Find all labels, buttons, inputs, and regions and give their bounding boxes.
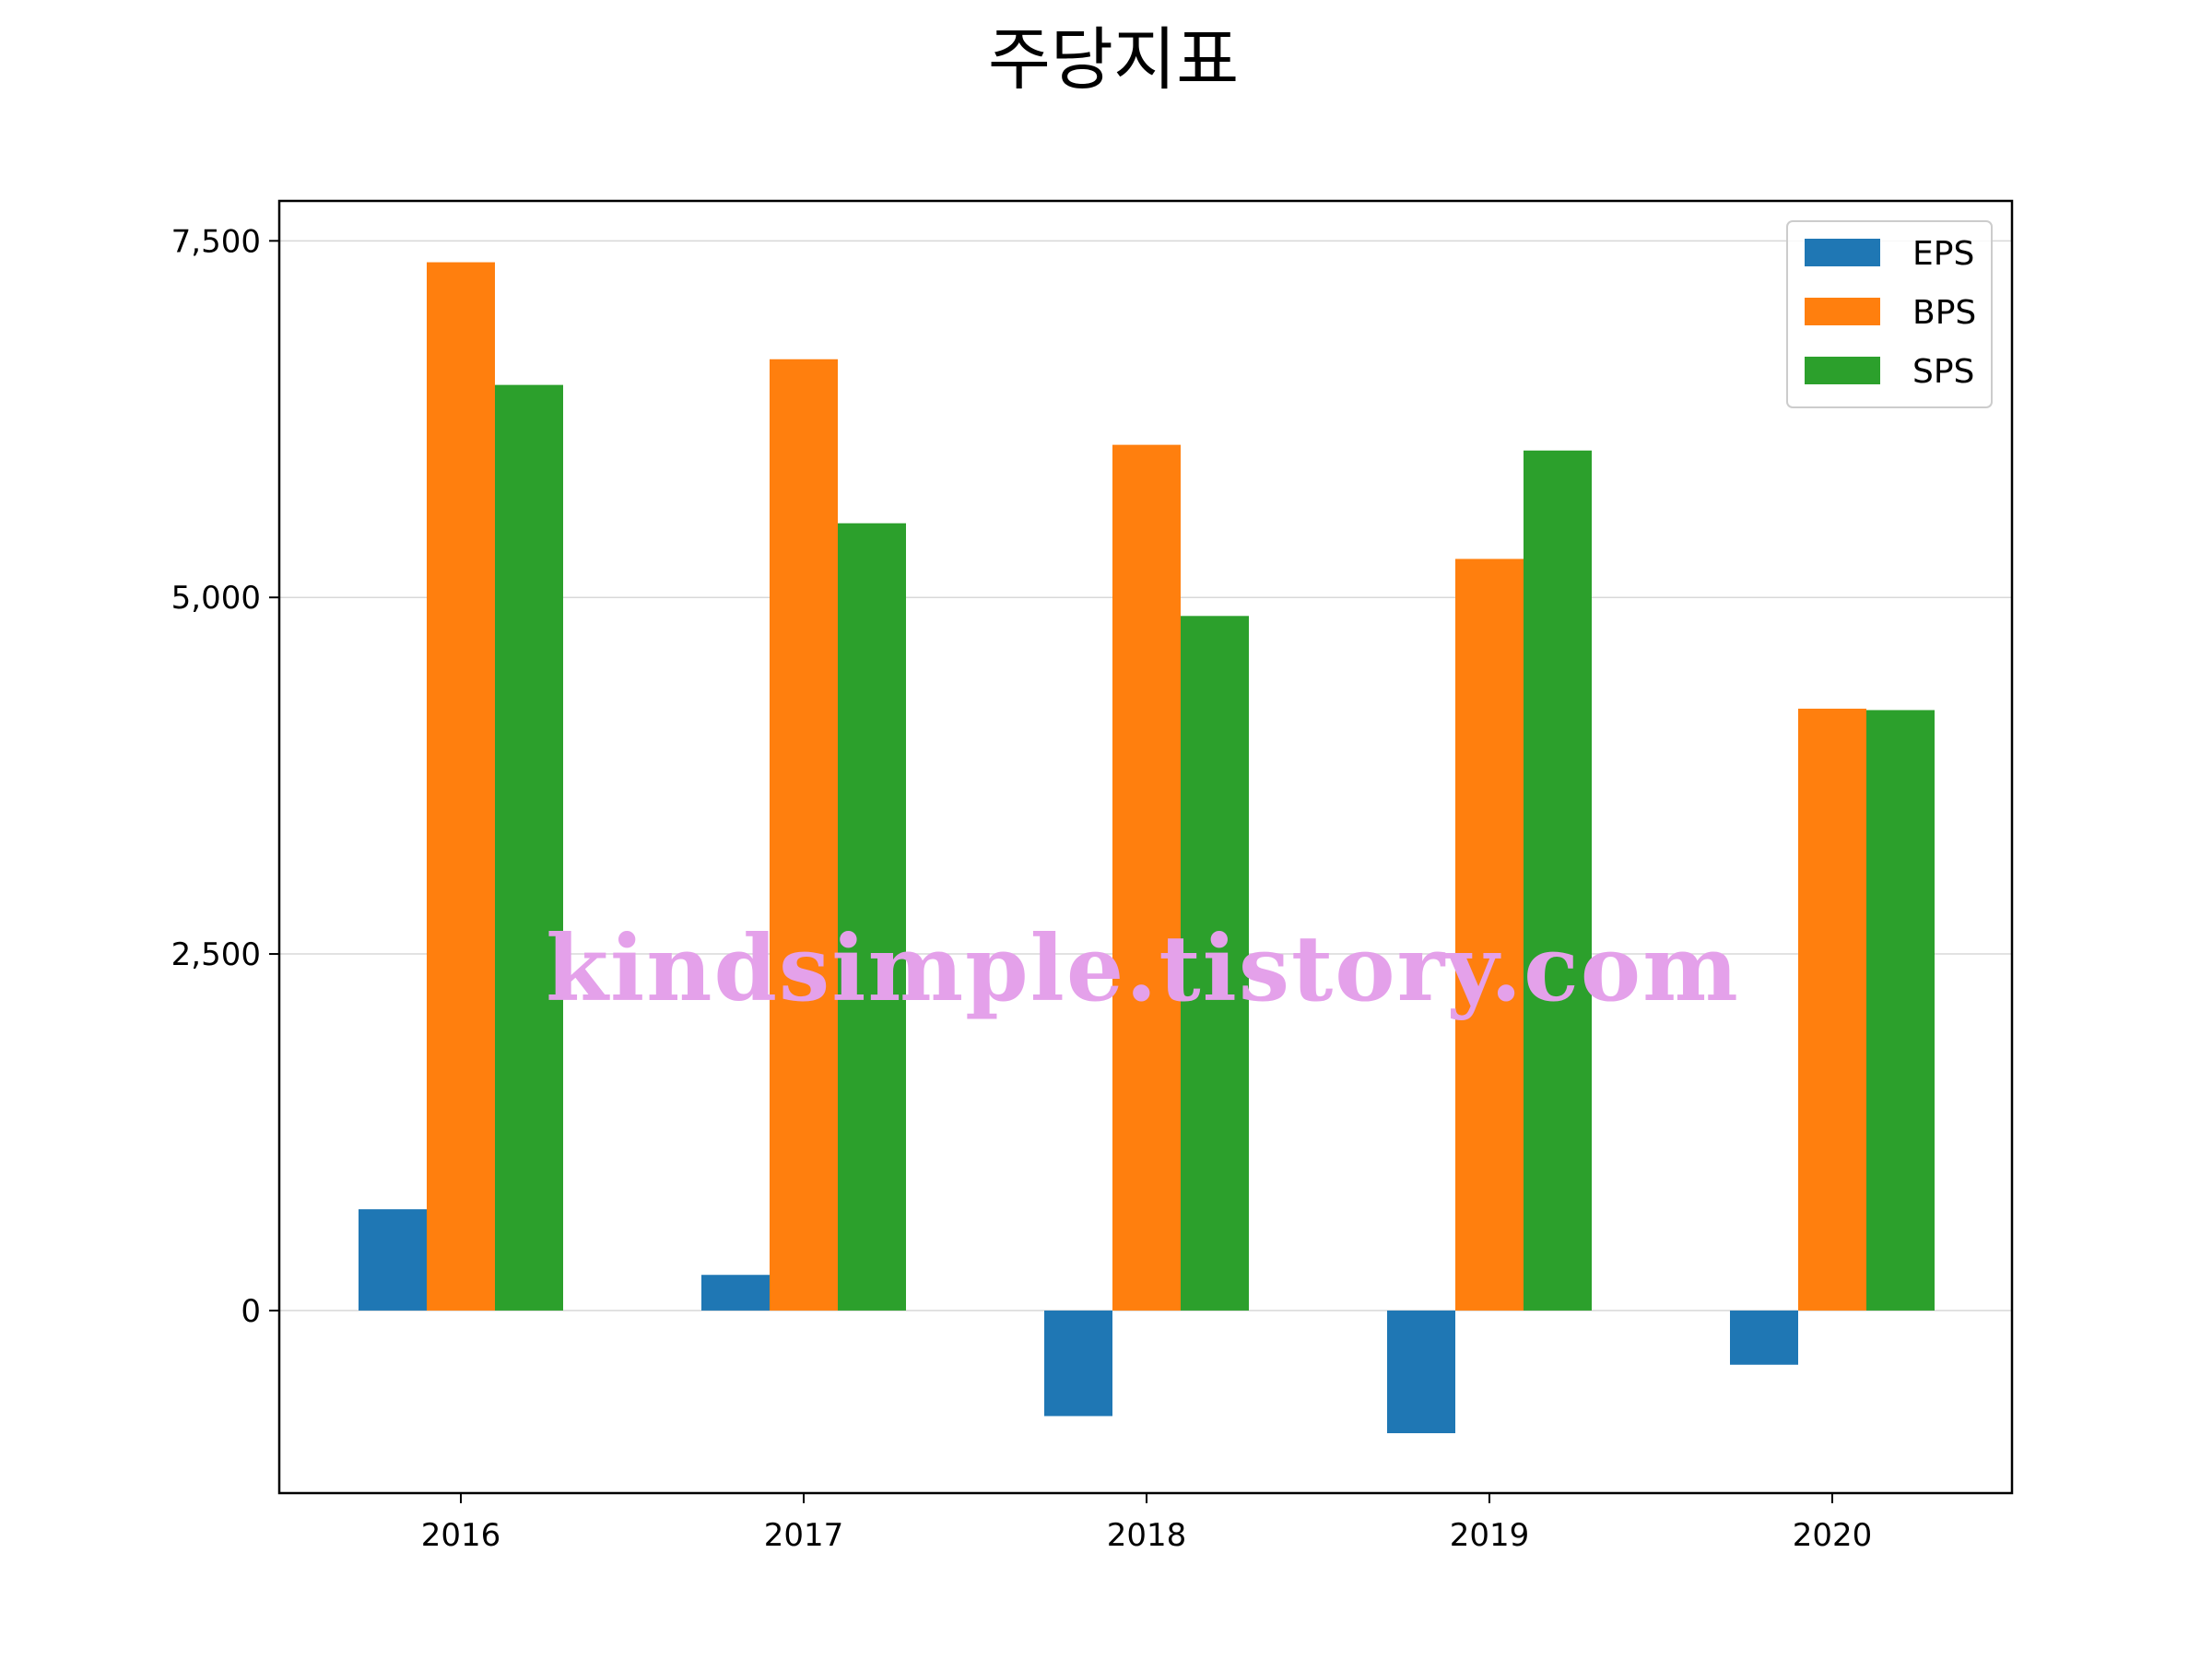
y-tick-label-2: 5,000	[171, 580, 261, 617]
legend-swatch-eps	[1805, 239, 1880, 266]
bar-bps-2019	[1455, 559, 1524, 1311]
bar-sps-2017	[838, 523, 906, 1311]
legend-swatch-bps	[1805, 298, 1880, 325]
legend-label-bps: BPS	[1912, 294, 1976, 332]
plot-area: 0 2,500 5,000 7,500 2016 2017 2018 2019 2020 EPS B…	[171, 199, 2014, 1554]
legend-label-sps: SPS	[1912, 353, 1974, 391]
x-tick-label-2020: 2020	[1793, 1517, 1873, 1554]
bar-sps-2018	[1181, 616, 1249, 1311]
bar-eps-2016	[359, 1209, 427, 1311]
bar-eps-2018	[1044, 1310, 1112, 1417]
bar-sps-2016	[495, 384, 563, 1311]
x-tick-label-2017: 2017	[764, 1517, 844, 1554]
bar-eps-2017	[701, 1275, 770, 1311]
bar-sps-2019	[1524, 450, 1592, 1311]
legend-label-eps: EPS	[1912, 235, 1974, 273]
x-tick-label-2018: 2018	[1107, 1517, 1187, 1554]
x-tick-label-2019: 2019	[1450, 1517, 1530, 1554]
bar-bps-2017	[770, 359, 838, 1311]
chart-title: 주당지표	[988, 20, 1239, 100]
bar-eps-2019	[1387, 1310, 1455, 1434]
y-tick-label-3: 7,500	[171, 223, 261, 260]
bar-sps-2020	[1866, 710, 1935, 1311]
watermark: kindsimple.tistory.com	[546, 916, 1740, 1022]
legend-swatch-sps	[1805, 357, 1880, 384]
bar-eps-2020	[1730, 1310, 1798, 1365]
x-tick-label-2016: 2016	[421, 1517, 501, 1554]
y-tick-label-0: 0	[241, 1293, 261, 1330]
bar-bps-2016	[427, 262, 495, 1311]
y-tick-label-1: 2,500	[171, 936, 261, 973]
bar-bps-2018	[1112, 444, 1181, 1311]
legend: EPS BPS SPS	[1786, 220, 1993, 408]
bar-bps-2020	[1798, 708, 1866, 1311]
